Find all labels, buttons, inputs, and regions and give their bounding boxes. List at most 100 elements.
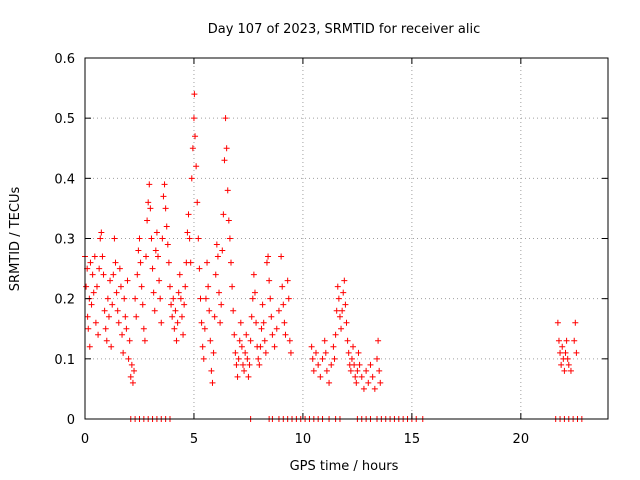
data-point [229, 283, 236, 290]
data-point [310, 367, 317, 374]
data-points [82, 91, 585, 422]
data-point [190, 115, 197, 122]
x-tick-label: 0 [81, 432, 89, 447]
data-point [90, 289, 97, 296]
data-point [207, 337, 214, 344]
data-point [562, 349, 569, 356]
data-point [559, 343, 566, 350]
data-point [265, 253, 272, 260]
data-point [124, 277, 131, 284]
data-point [330, 343, 337, 350]
data-point [139, 301, 146, 308]
data-point [134, 271, 141, 278]
data-point [239, 361, 246, 368]
data-point [196, 265, 203, 272]
data-point [230, 307, 237, 314]
data-point [212, 271, 219, 278]
data-point [236, 337, 243, 344]
data-point [206, 307, 213, 314]
y-tick-label: 0.5 [54, 112, 75, 127]
data-point [110, 271, 117, 278]
data-point [214, 253, 221, 260]
data-point [262, 349, 269, 356]
data-point [210, 349, 217, 356]
data-point [151, 307, 158, 314]
data-point [100, 271, 107, 278]
data-point [339, 307, 346, 314]
data-point [335, 295, 342, 302]
data-point [155, 253, 162, 260]
data-point [334, 283, 341, 290]
data-point [165, 259, 172, 266]
data-point [136, 235, 143, 242]
data-point [113, 289, 120, 296]
data-point [191, 91, 198, 98]
y-tick-label: 0.6 [54, 52, 75, 67]
data-point [371, 385, 378, 392]
data-point [157, 295, 164, 302]
data-point [561, 367, 568, 374]
data-point [178, 313, 185, 320]
data-point [133, 313, 140, 320]
data-point [328, 361, 335, 368]
data-point [87, 259, 94, 266]
data-point [138, 283, 145, 290]
data-point [261, 337, 268, 344]
data-point [112, 259, 119, 266]
data-point [120, 349, 127, 356]
data-point [129, 379, 136, 386]
data-point [271, 343, 278, 350]
data-point [356, 361, 363, 368]
data-point [245, 373, 252, 380]
data-point [181, 301, 188, 308]
data-point [121, 295, 128, 302]
data-point [185, 211, 192, 218]
data-point [169, 313, 176, 320]
y-tick-label: 0.3 [54, 233, 75, 248]
data-point [309, 355, 316, 362]
data-point [267, 295, 274, 302]
data-point [195, 235, 202, 242]
data-point [375, 337, 382, 344]
data-point [350, 343, 357, 350]
data-point [281, 319, 288, 326]
data-point [312, 349, 319, 356]
data-point [199, 343, 206, 350]
data-point [278, 253, 285, 260]
data-point [228, 259, 235, 266]
data-point [152, 247, 159, 254]
data-point [367, 361, 374, 368]
data-point [555, 337, 562, 344]
data-point [282, 331, 289, 338]
data-point [83, 283, 90, 290]
data-point [557, 349, 564, 356]
data-point [251, 289, 258, 296]
data-point [365, 379, 372, 386]
data-point [193, 163, 200, 170]
data-point [150, 289, 157, 296]
data-point [284, 277, 291, 284]
data-point [88, 301, 95, 308]
data-point [563, 337, 570, 344]
data-point [233, 361, 240, 368]
data-point [242, 349, 249, 356]
data-point [97, 235, 104, 242]
data-point [564, 355, 571, 362]
data-point [255, 355, 262, 362]
data-point [132, 295, 139, 302]
data-point [315, 361, 322, 368]
data-point [565, 361, 572, 368]
data-point [188, 175, 195, 182]
data-point [275, 307, 282, 314]
data-point [161, 181, 168, 188]
data-point [332, 331, 339, 338]
data-point [319, 355, 326, 362]
data-point [266, 277, 273, 284]
data-point [216, 289, 223, 296]
data-point [219, 247, 226, 254]
data-point [263, 259, 270, 266]
data-point [209, 379, 216, 386]
data-point [93, 283, 100, 290]
data-point [145, 199, 152, 206]
data-point [103, 337, 110, 344]
